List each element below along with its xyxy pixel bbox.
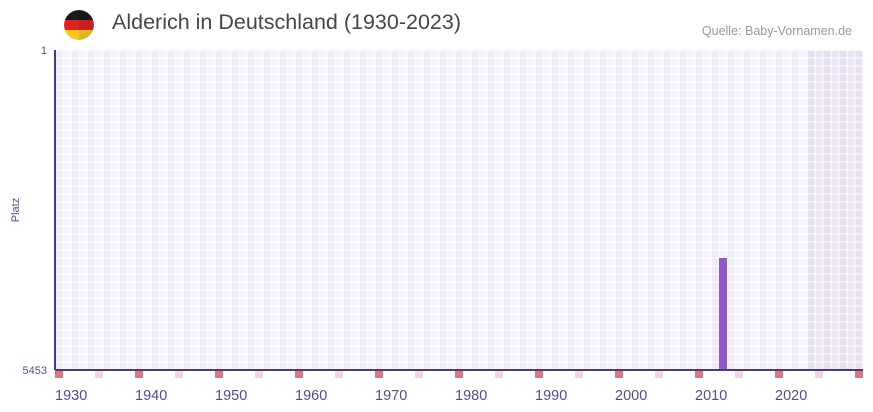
svg-text:1930: 1930 [55,388,87,404]
svg-text:2020: 2020 [775,388,807,404]
svg-text:1990: 1990 [535,388,567,404]
svg-text:1940: 1940 [135,388,167,404]
svg-text:1960: 1960 [295,388,327,404]
svg-text:2010: 2010 [695,388,727,404]
svg-text:1970: 1970 [375,388,407,404]
svg-text:5453: 5453 [23,365,47,377]
svg-text:1950: 1950 [215,388,247,404]
svg-text:2000: 2000 [615,388,647,404]
svg-text:1980: 1980 [455,388,487,404]
svg-text:1: 1 [41,45,47,57]
